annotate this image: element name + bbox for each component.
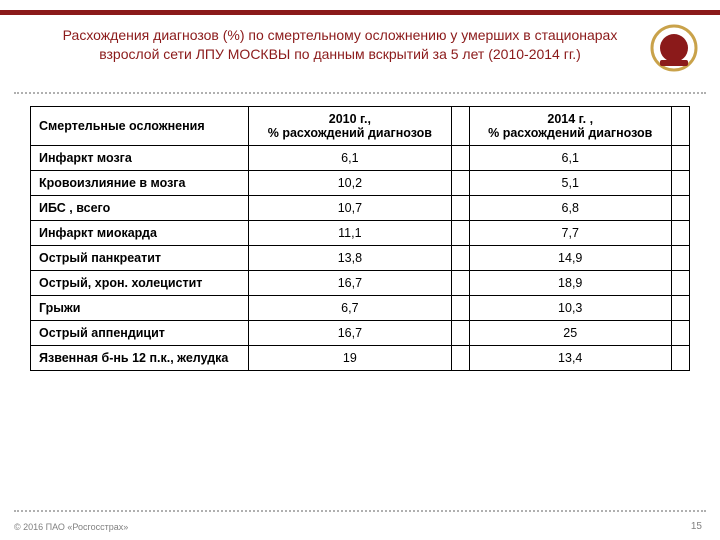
col-header-2014: 2014 г. , % расхождений диагнозов: [469, 107, 671, 146]
row-label: Инфаркт миокарда: [31, 221, 249, 246]
row-2010: 6,7: [249, 296, 451, 321]
data-table-wrap: Смертельные осложнения 2010 г., % расхож…: [30, 106, 690, 371]
row-gap1: [451, 346, 469, 371]
row-gap1: [451, 221, 469, 246]
footer-copyright: © 2016 ПАО «Росгосстрах»: [14, 522, 128, 532]
row-2010: 11,1: [249, 221, 451, 246]
row-label: Инфаркт мозга: [31, 146, 249, 171]
row-2014: 10,3: [469, 296, 671, 321]
page-number: 15: [691, 521, 702, 532]
col-gap-1: [451, 107, 469, 146]
row-gap1: [451, 271, 469, 296]
row-label: Острый, хрон. холецистит: [31, 271, 249, 296]
row-gap2: [671, 271, 689, 296]
col-header-2010: 2010 г., % расхождений диагнозов: [249, 107, 451, 146]
row-2014: 7,7: [469, 221, 671, 246]
table-header-row: Смертельные осложнения 2010 г., % расхож…: [31, 107, 690, 146]
slide: Расхождения диагнозов (%) по смертельном…: [0, 0, 720, 540]
row-2014: 14,9: [469, 246, 671, 271]
row-gap1: [451, 246, 469, 271]
row-2014: 13,4: [469, 346, 671, 371]
row-gap2: [671, 221, 689, 246]
row-label: Грыжи: [31, 296, 249, 321]
table-row: Кровоизлияние в мозга10,2 5,1: [31, 171, 690, 196]
table-row: Инфаркт миокарда11,1 7,7: [31, 221, 690, 246]
row-2010: 13,8: [249, 246, 451, 271]
data-table: Смертельные осложнения 2010 г., % расхож…: [30, 106, 690, 371]
row-2010: 10,7: [249, 196, 451, 221]
row-2014: 5,1: [469, 171, 671, 196]
row-label: ИБС , всего: [31, 196, 249, 221]
table-row: Острый панкреатит13,8 14,9: [31, 246, 690, 271]
row-gap1: [451, 321, 469, 346]
row-gap2: [671, 346, 689, 371]
row-gap1: [451, 146, 469, 171]
row-2014: 25: [469, 321, 671, 346]
row-gap1: [451, 296, 469, 321]
divider-upper: [14, 92, 706, 94]
row-gap1: [451, 171, 469, 196]
col-header-2014-text: 2014 г. , % расхождений диагнозов: [488, 112, 652, 140]
row-label: Острый аппендицит: [31, 321, 249, 346]
row-gap1: [451, 196, 469, 221]
row-gap2: [671, 246, 689, 271]
slide-title: Расхождения диагнозов (%) по смертельном…: [50, 26, 630, 64]
table-row: Язвенная б-нь 12 п.к., желудка19 13,4: [31, 346, 690, 371]
row-2010: 6,1: [249, 146, 451, 171]
row-label: Кровоизлияние в мозга: [31, 171, 249, 196]
row-gap2: [671, 146, 689, 171]
row-2014: 6,8: [469, 196, 671, 221]
row-2010: 16,7: [249, 321, 451, 346]
row-2010: 16,7: [249, 271, 451, 296]
row-2014: 18,9: [469, 271, 671, 296]
rosgosstrakh-logo-icon: [650, 24, 698, 72]
table-row: Инфаркт мозга6,16,1: [31, 146, 690, 171]
row-label: Острый панкреатит: [31, 246, 249, 271]
row-gap2: [671, 321, 689, 346]
row-2014: 6,1: [469, 146, 671, 171]
col-header-2010-text: 2010 г., % расхождений диагнозов: [268, 112, 432, 140]
row-gap2: [671, 296, 689, 321]
table-row: Острый, хрон. холецистит16,7 18,9: [31, 271, 690, 296]
table-row: Острый аппендицит16,7 25: [31, 321, 690, 346]
table-row: Грыжи6,7 10,3: [31, 296, 690, 321]
table-row: ИБС , всего10,7 6,8: [31, 196, 690, 221]
row-gap2: [671, 196, 689, 221]
row-2010: 19: [249, 346, 451, 371]
row-gap2: [671, 171, 689, 196]
row-2010: 10,2: [249, 171, 451, 196]
col-header-label: Смертельные осложнения: [31, 107, 249, 146]
divider-lower: [14, 510, 706, 512]
col-gap-2: [671, 107, 689, 146]
row-label: Язвенная б-нь 12 п.к., желудка: [31, 346, 249, 371]
top-stripe: [0, 10, 720, 15]
